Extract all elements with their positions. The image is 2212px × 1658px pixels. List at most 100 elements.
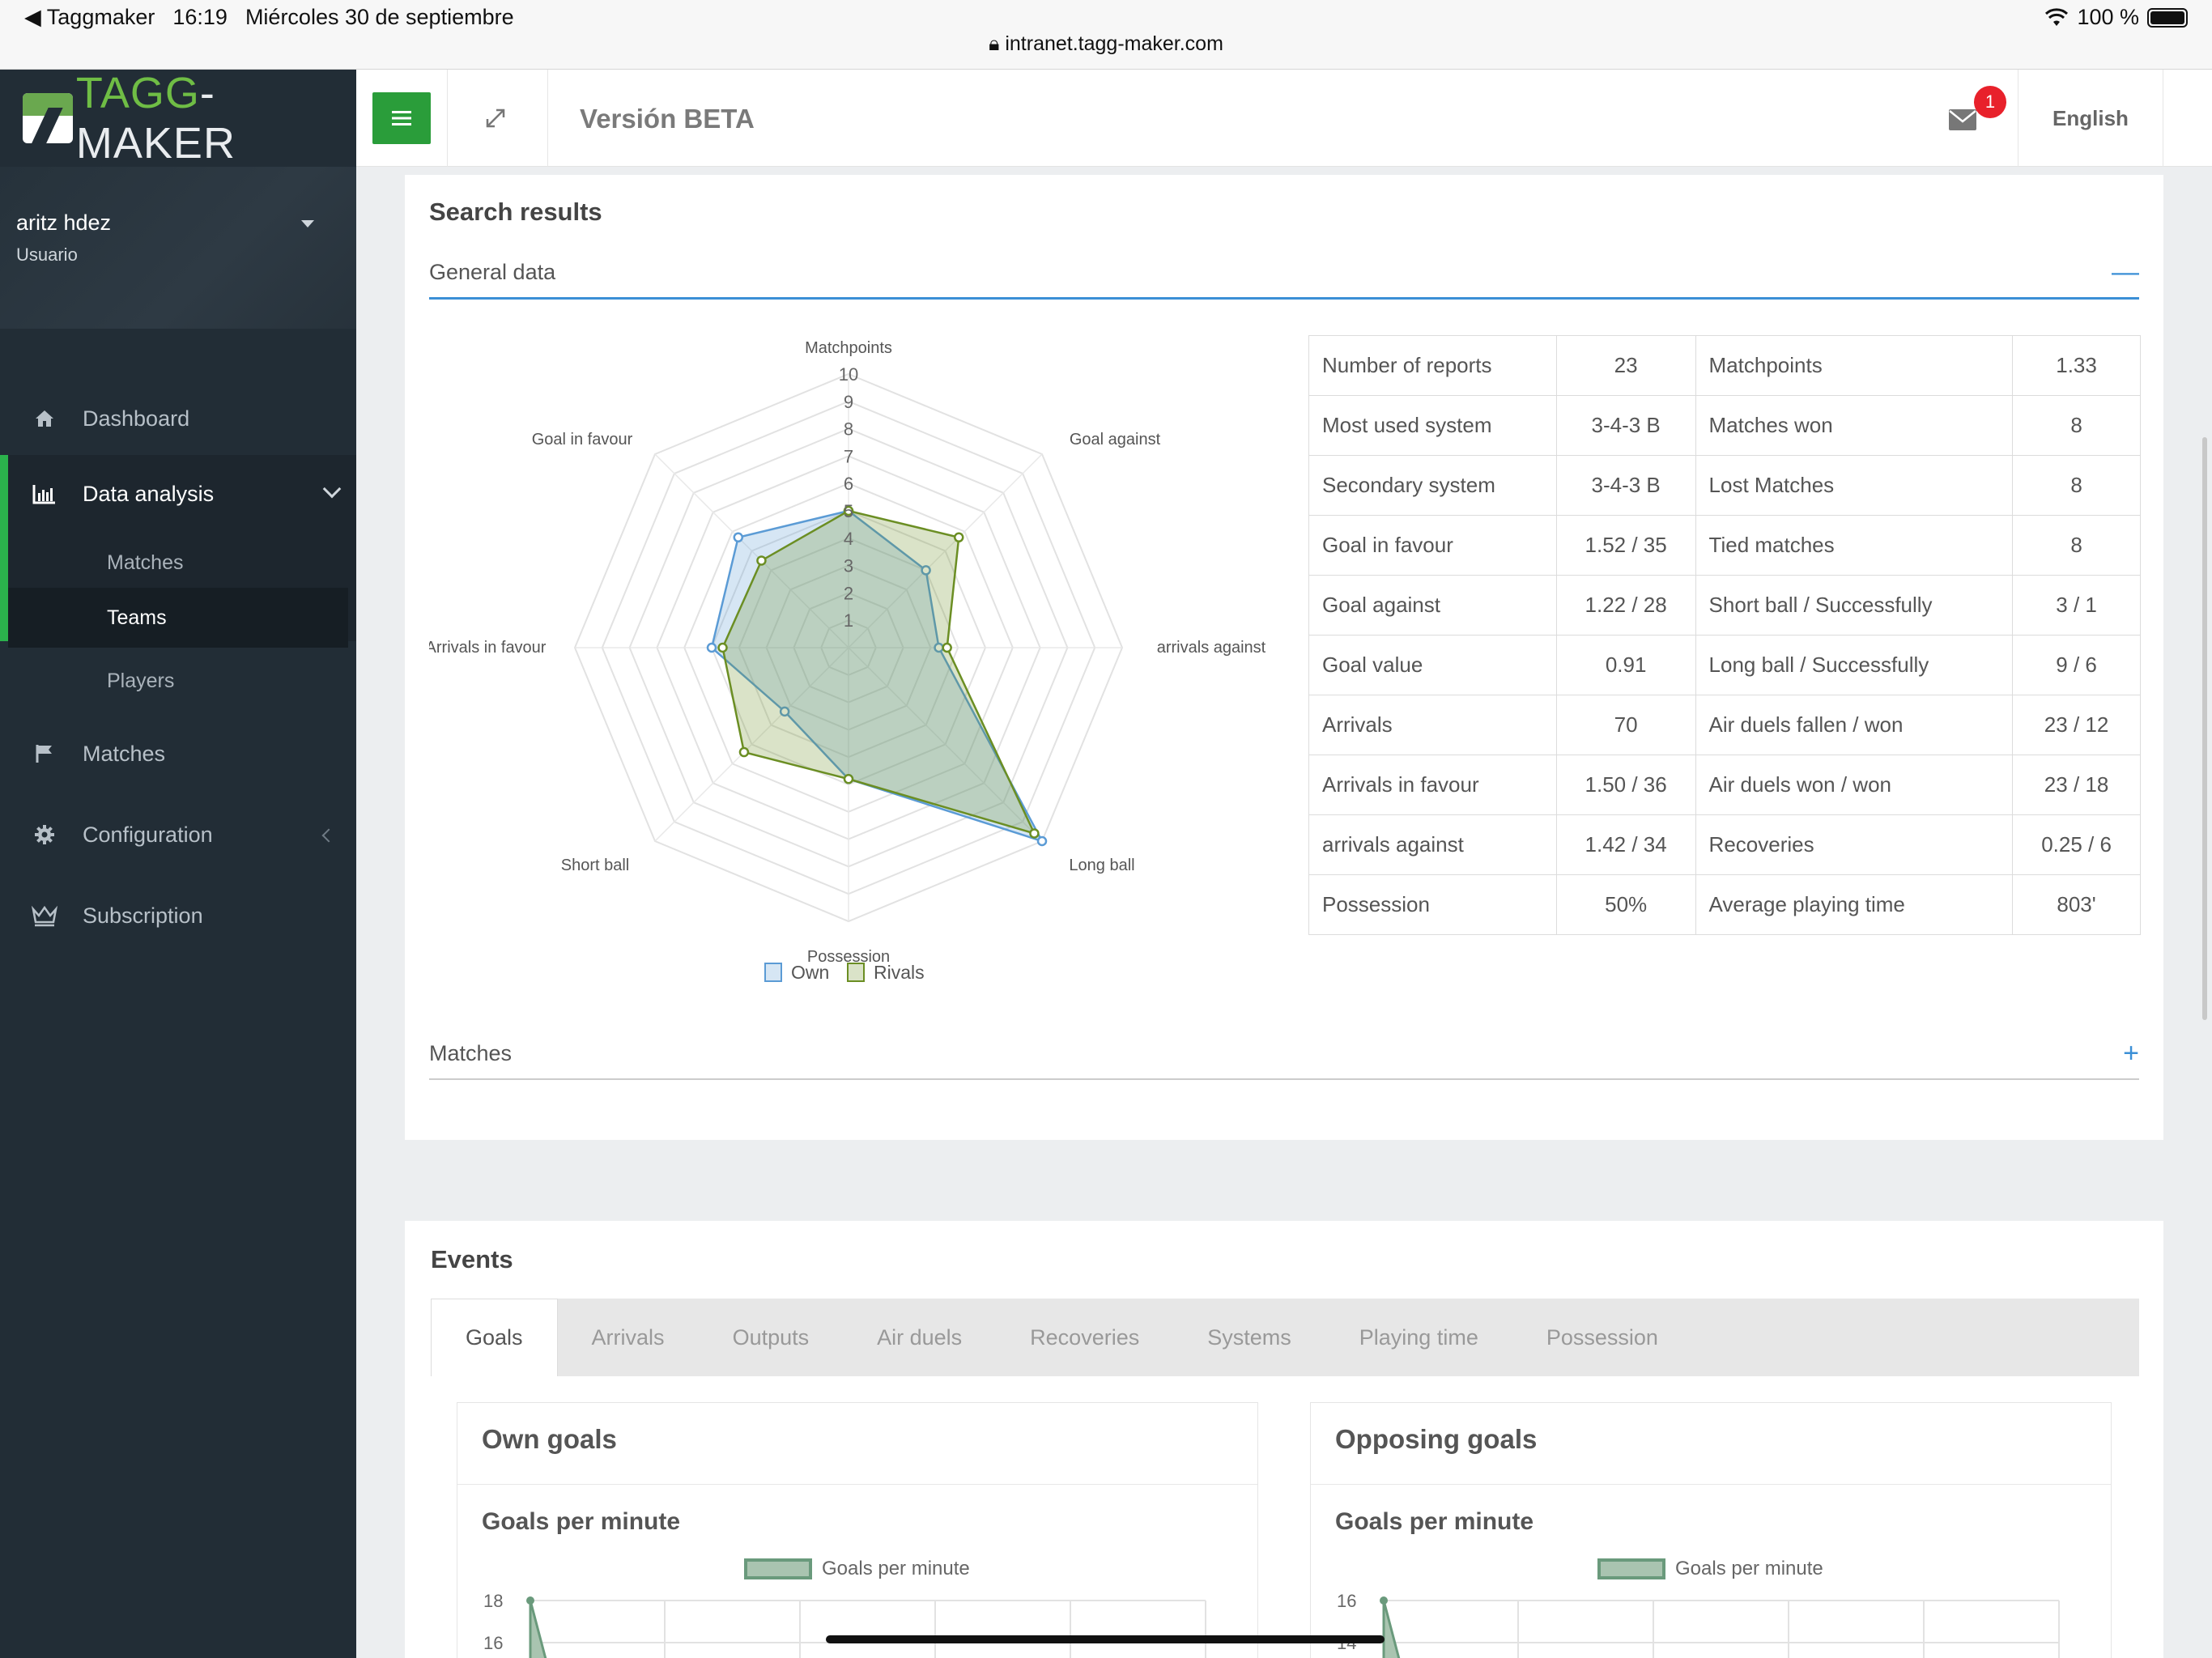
battery-percent: 100 % — [2077, 5, 2139, 29]
table-cell-value: 1.50 / 36 — [1555, 755, 1696, 815]
radar-axis-label: Arrivals in favour — [429, 639, 547, 657]
caret-down-icon[interactable] — [301, 220, 314, 227]
expand-icon — [486, 108, 505, 128]
table-row: Number of reports 23 Matchpoints 1.33 — [1308, 335, 2141, 396]
back-to-app-link[interactable]: ◀ Taggmaker — [24, 5, 155, 29]
tab-air-duels[interactable]: Air duels — [877, 1324, 963, 1350]
table-cell-label: Goal in favour — [1308, 515, 1557, 576]
collapse-toggle[interactable]: — — [2112, 257, 2139, 287]
data-point — [1380, 1596, 1388, 1605]
table-cell-value: 803' — [2012, 874, 2141, 935]
table-cell-value: 8 — [2012, 515, 2141, 576]
page-scrollbar[interactable] — [2202, 437, 2207, 1020]
area-series — [1382, 1600, 1401, 1658]
radar-data-point — [756, 555, 767, 566]
menu-toggle-button[interactable] — [372, 92, 431, 144]
url-bar[interactable]: 🔒︎ intranet.tagg-maker.com — [0, 32, 2212, 56]
sidebar-item-matches[interactable]: Matches — [0, 717, 356, 790]
events-title: Events — [431, 1245, 513, 1273]
table-cell-value: 1.33 — [2012, 335, 2141, 396]
browser-status-bar: ◀ Taggmaker 16:19 Miércoles 30 de septie… — [0, 0, 2212, 70]
table-cell-value: 70 — [1555, 695, 1696, 755]
table-cell-value: 8 — [2012, 395, 2141, 456]
table-cell-label: Short ball / Successfully — [1695, 575, 2014, 636]
general-data-table: Number of reports 23 Matchpoints 1.33 Most u… — [1308, 335, 2141, 935]
radar-data-point — [717, 642, 728, 653]
tab-playing-time[interactable]: Playing time — [1359, 1324, 1478, 1350]
y-tick-label: 16 — [1337, 1591, 1356, 1611]
radar-axis-label: Goal against — [1070, 431, 1161, 449]
own-goals-card: Own goals Goals per minute Goals per min… — [457, 1402, 1258, 1658]
legend-swatch — [764, 963, 782, 982]
status-right: 100 % — [2044, 5, 2188, 30]
data-point — [526, 1596, 534, 1605]
messages-button[interactable] — [1943, 99, 1984, 139]
sidebar-item-dashboard[interactable]: Dashboard — [0, 382, 356, 455]
events-tabs: Goals Arrivals Outputs Air duels Recoveries S… — [431, 1299, 2139, 1376]
version-label: Versión BETA — [580, 104, 755, 134]
sidebar-subitem-teams[interactable]: Teams — [8, 588, 348, 648]
radar-series-rivals — [721, 509, 1036, 835]
table-cell-label: Matches won — [1695, 395, 2014, 456]
logo-text-maker: -MAKER — [75, 69, 236, 168]
table-cell-value: 9 / 6 — [2012, 635, 2141, 695]
legend-label: Rivals — [874, 962, 925, 983]
matches-section-label: Matches — [429, 1040, 513, 1065]
table-cell-value: 0.25 / 6 — [2012, 814, 2141, 875]
sidebar-item-label: Matches — [83, 741, 166, 766]
table-cell-label: Recoveries — [1695, 814, 2014, 875]
radar-axis-label: Matchpoints — [805, 339, 892, 357]
home-indicator[interactable] — [826, 1635, 1385, 1643]
own-goals-per-minute-chart: Goals per minute 18 16 — [483, 1558, 1206, 1658]
opposing-goals-per-minute-chart: Goals per minute 16 14 — [1337, 1558, 2060, 1658]
sidebar-subitem-players[interactable]: Players — [107, 669, 175, 692]
radar-data-point — [942, 642, 952, 653]
table-cell-value: 0.91 — [1555, 635, 1696, 695]
tab-arrivals[interactable]: Arrivals — [591, 1324, 665, 1350]
radar-tick-label: 6 — [844, 474, 853, 494]
user-panel[interactable]: aritz hdez Usuario — [0, 167, 356, 329]
y-tick-label: 18 — [483, 1591, 503, 1611]
language-selector[interactable]: English — [2018, 70, 2163, 167]
radar-tick-label: 7 — [844, 446, 853, 466]
battery-icon — [2147, 7, 2188, 28]
table-cell-label: Average playing time — [1695, 874, 2014, 935]
expand-toggle[interactable]: + — [2123, 1037, 2139, 1069]
grid-lines — [664, 1601, 1206, 1658]
radar-axis-label: arrivals against — [1157, 639, 1266, 657]
tab-outputs[interactable]: Outputs — [732, 1324, 810, 1350]
own-goals-chart-title: Goals per minute — [482, 1508, 681, 1535]
table-cell-label: Long ball / Successfully — [1695, 635, 2014, 695]
radar-data-point — [779, 706, 790, 717]
general-data-label: General data — [429, 260, 556, 284]
sidebar-item-data-analysis[interactable]: Data analysis — [0, 455, 356, 533]
tab-goals[interactable]: Goals — [431, 1299, 558, 1376]
table-cell-label: Number of reports — [1308, 335, 1557, 396]
status-date: Miércoles 30 de septiembre — [245, 5, 514, 29]
sidebar-subitem-matches[interactable]: Matches — [107, 551, 184, 574]
tab-recoveries[interactable]: Recoveries — [1030, 1324, 1140, 1350]
fullscreen-button[interactable] — [476, 99, 515, 138]
radar-tick-label: 8 — [844, 419, 853, 440]
table-cell-value: 3 / 1 — [2012, 575, 2141, 636]
logo-text-tagg: TAGG — [75, 69, 200, 117]
user-name: aritz hdez — [16, 210, 112, 235]
sidebar-item-configuration[interactable]: Configuration — [0, 798, 356, 871]
general-data-header[interactable]: General data — — [429, 248, 2139, 300]
table-cell-value: 23 / 18 — [2012, 755, 2141, 815]
table-cell-label: Secondary system — [1308, 455, 1557, 516]
table-cell-label: Air duels fallen / won — [1695, 695, 2014, 755]
matches-section-header[interactable]: Matches + — [429, 1028, 2139, 1080]
sidebar-item-label: Configuration — [83, 822, 213, 847]
grid-lines — [1517, 1601, 2060, 1658]
tab-possession[interactable]: Possession — [1546, 1324, 1658, 1350]
tab-systems[interactable]: Systems — [1207, 1324, 1291, 1350]
opposing-goals-card: Opposing goals Goals per minute Goals pe… — [1310, 1402, 2112, 1658]
table-row: Goal against 1.22 / 28 Short ball / Succes… — [1308, 575, 2141, 636]
sidebar-item-subscription[interactable]: Subscription — [0, 879, 356, 952]
table-row: Secondary system 3-4-3 B Lost Matches 8 — [1308, 455, 2141, 516]
logo[interactable]: TAGG-MAKER — [0, 69, 356, 168]
radar-data-point — [953, 532, 964, 543]
home-icon — [31, 405, 58, 432]
radar-tick-label: 1 — [844, 610, 853, 631]
